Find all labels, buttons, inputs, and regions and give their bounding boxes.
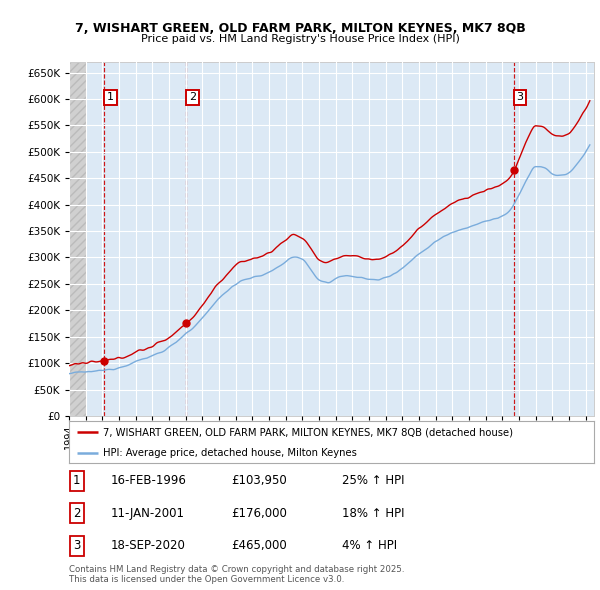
Text: 7, WISHART GREEN, OLD FARM PARK, MILTON KEYNES, MK7 8QB (detached house): 7, WISHART GREEN, OLD FARM PARK, MILTON … <box>103 427 513 437</box>
Text: £465,000: £465,000 <box>231 539 287 552</box>
Text: 1: 1 <box>107 93 114 102</box>
Text: 3: 3 <box>73 539 80 552</box>
Bar <box>69 62 86 416</box>
Text: £103,950: £103,950 <box>231 474 287 487</box>
Text: 16-FEB-1996: 16-FEB-1996 <box>111 474 187 487</box>
Text: 2: 2 <box>189 93 196 102</box>
Text: 2: 2 <box>73 507 80 520</box>
Text: 25% ↑ HPI: 25% ↑ HPI <box>342 474 404 487</box>
Text: 4% ↑ HPI: 4% ↑ HPI <box>342 539 397 552</box>
Text: £176,000: £176,000 <box>231 507 287 520</box>
Text: Contains HM Land Registry data © Crown copyright and database right 2025.
This d: Contains HM Land Registry data © Crown c… <box>69 565 404 584</box>
Text: HPI: Average price, detached house, Milton Keynes: HPI: Average price, detached house, Milt… <box>103 448 357 457</box>
Text: 18% ↑ HPI: 18% ↑ HPI <box>342 507 404 520</box>
Text: Price paid vs. HM Land Registry's House Price Index (HPI): Price paid vs. HM Land Registry's House … <box>140 34 460 44</box>
Text: 3: 3 <box>517 93 524 102</box>
Text: 7, WISHART GREEN, OLD FARM PARK, MILTON KEYNES, MK7 8QB: 7, WISHART GREEN, OLD FARM PARK, MILTON … <box>74 22 526 35</box>
Text: 18-SEP-2020: 18-SEP-2020 <box>111 539 186 552</box>
Text: 11-JAN-2001: 11-JAN-2001 <box>111 507 185 520</box>
Text: 1: 1 <box>73 474 80 487</box>
